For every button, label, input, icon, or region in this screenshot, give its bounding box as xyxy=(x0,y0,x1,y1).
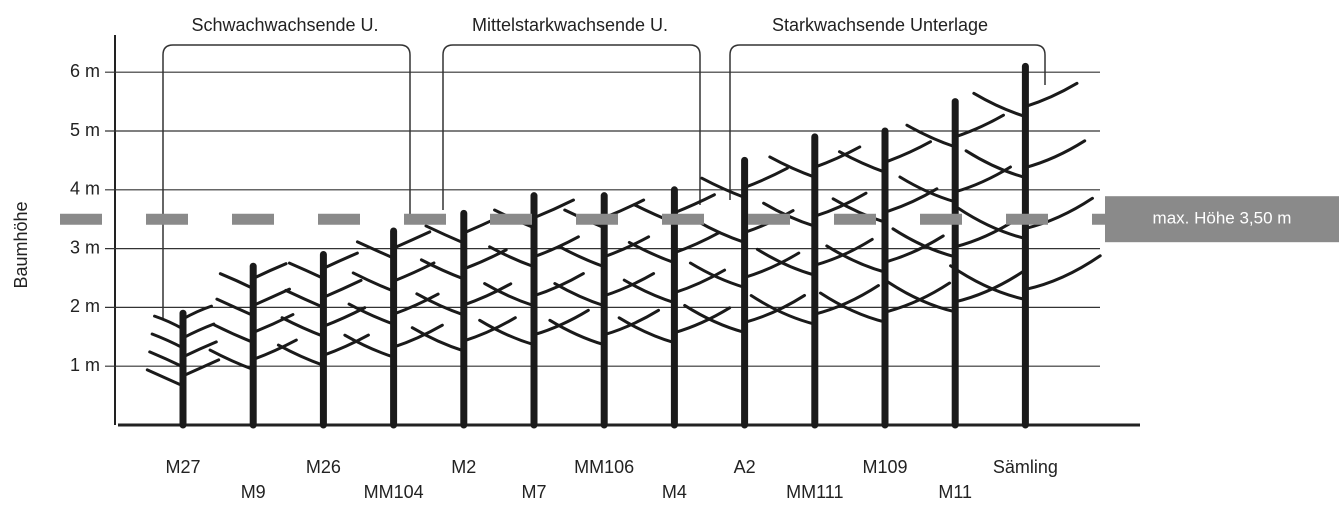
branch xyxy=(604,237,648,257)
branch xyxy=(213,325,253,343)
x-tick-label: M26 xyxy=(306,457,341,477)
branch xyxy=(751,296,815,325)
y-tick-label: 2 m xyxy=(70,296,100,316)
chart: Baumhöhe Schwachwachsende U. Mittelstark… xyxy=(0,0,1339,509)
group-label: Mittelstarkwachsende U. xyxy=(472,15,668,35)
branch xyxy=(674,195,714,213)
branch xyxy=(220,274,253,289)
branch xyxy=(289,263,323,278)
tree xyxy=(751,137,878,425)
branch xyxy=(745,168,788,187)
branch xyxy=(464,318,516,341)
branch xyxy=(278,345,323,365)
branch xyxy=(282,318,323,337)
tree xyxy=(345,231,442,425)
group-label: Schwachwachsende U. xyxy=(191,15,378,35)
branch xyxy=(534,310,588,334)
branch xyxy=(345,335,394,357)
branch xyxy=(253,289,289,305)
branch xyxy=(624,280,674,303)
branch xyxy=(974,93,1026,116)
branch xyxy=(685,305,745,332)
group-label: Starkwachsende Unterlage xyxy=(772,15,988,35)
branch xyxy=(550,320,604,344)
tree xyxy=(412,213,515,425)
branch xyxy=(150,352,183,367)
x-tick-label: M11 xyxy=(938,482,972,502)
x-tick-label: M27 xyxy=(165,457,200,477)
branch xyxy=(1025,256,1100,290)
branch xyxy=(412,328,464,351)
branch xyxy=(1025,83,1077,106)
branch xyxy=(560,247,604,267)
group-bracket xyxy=(443,45,700,210)
branch xyxy=(555,284,604,306)
branch xyxy=(183,360,219,376)
branch xyxy=(966,151,1025,178)
branch xyxy=(815,239,872,265)
branch xyxy=(893,229,955,257)
x-tick-label: M7 xyxy=(521,482,546,502)
branch xyxy=(253,264,286,279)
branch xyxy=(417,294,464,315)
branch xyxy=(253,315,293,333)
branch xyxy=(951,266,1026,300)
branch xyxy=(534,200,573,218)
y-tick-label: 3 m xyxy=(70,237,100,257)
branch xyxy=(183,306,211,319)
x-tick-label: Sämling xyxy=(993,457,1058,477)
branch xyxy=(1025,141,1084,168)
branch xyxy=(286,290,324,307)
x-tick-label: MM104 xyxy=(364,482,424,502)
tree xyxy=(951,66,1101,425)
branch xyxy=(147,370,183,386)
branch xyxy=(426,226,464,243)
x-tick-label: M9 xyxy=(241,482,266,502)
branch xyxy=(394,232,430,248)
branch xyxy=(955,115,1003,137)
branch xyxy=(619,318,674,343)
x-tick-label: M109 xyxy=(862,457,907,477)
tree xyxy=(550,196,659,425)
branch xyxy=(885,142,931,162)
tree xyxy=(147,306,218,425)
x-tick-label: M4 xyxy=(662,482,687,502)
branch xyxy=(839,152,885,172)
branch xyxy=(323,280,361,297)
branch xyxy=(155,316,183,329)
branch xyxy=(674,270,724,293)
branch xyxy=(907,125,955,147)
x-tick-label: MM106 xyxy=(574,457,634,477)
reference-label: max. Höhe 3,50 m xyxy=(1153,209,1292,228)
branch xyxy=(604,310,658,334)
tree xyxy=(210,264,296,425)
y-tick-label: 5 m xyxy=(70,120,100,140)
tree xyxy=(820,131,949,425)
tree xyxy=(480,196,589,425)
branch xyxy=(674,232,719,252)
branch xyxy=(394,263,434,281)
branch xyxy=(629,242,674,262)
branch xyxy=(323,253,357,268)
branch xyxy=(152,334,183,348)
branch xyxy=(421,260,463,279)
x-tick-label: A2 xyxy=(734,457,756,477)
y-tick-label: 4 m xyxy=(70,179,100,199)
branch xyxy=(394,294,439,314)
group-bracket xyxy=(163,45,410,320)
branch xyxy=(815,286,879,315)
branch xyxy=(490,247,534,267)
tree xyxy=(886,102,1024,425)
branch xyxy=(357,242,393,258)
branch xyxy=(394,325,443,347)
y-tick-label: 1 m xyxy=(70,355,100,375)
branch xyxy=(674,308,729,333)
y-tick-label: 6 m xyxy=(70,61,100,81)
branch xyxy=(183,324,214,338)
x-tick-label: MM111 xyxy=(786,482,843,502)
y-axis-label: Baumhöhe xyxy=(11,201,31,288)
x-tick-label: M2 xyxy=(451,457,476,477)
branch xyxy=(702,178,745,197)
